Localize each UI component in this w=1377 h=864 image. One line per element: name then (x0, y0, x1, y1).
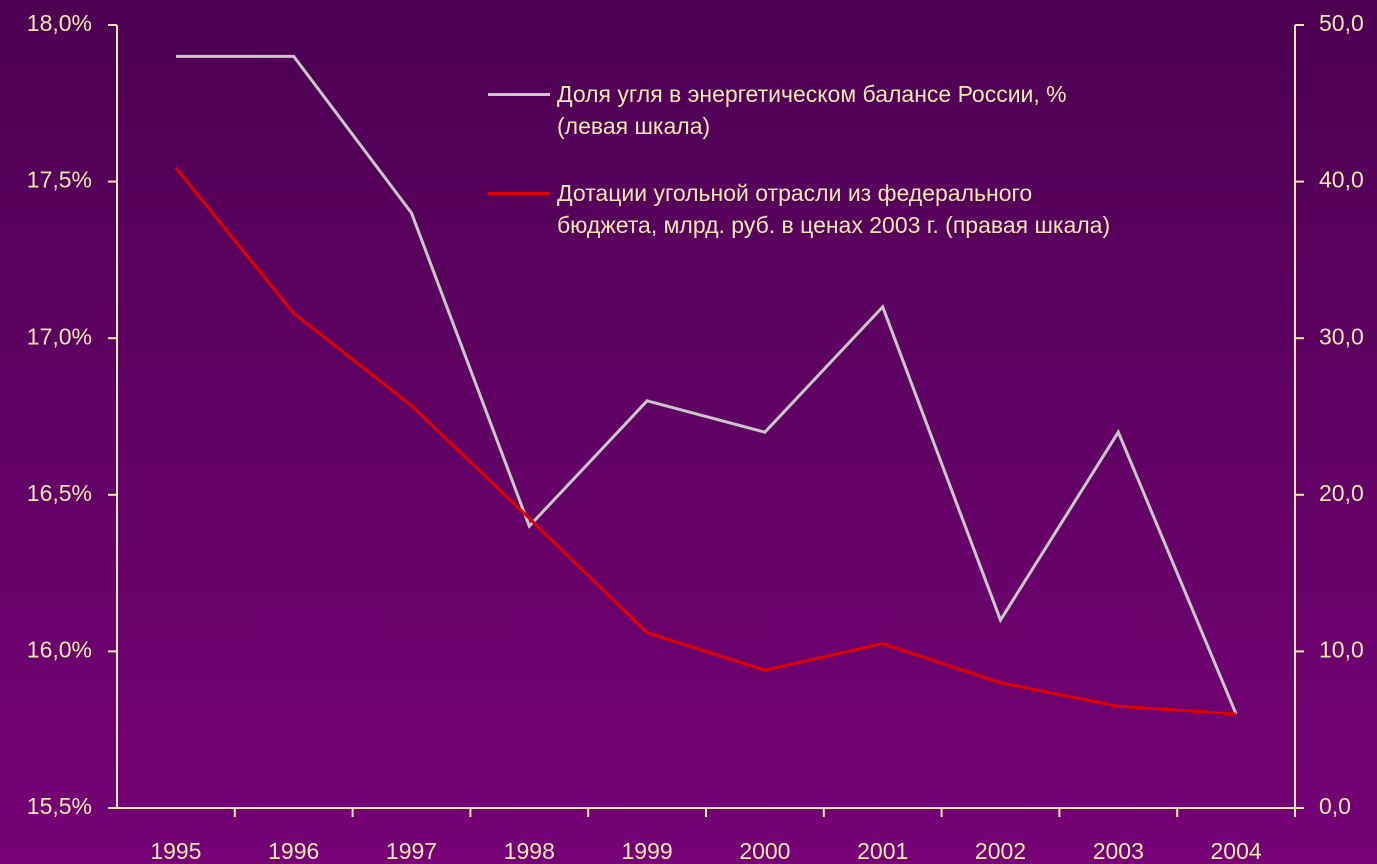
y-tick-label: 16,5% (27, 480, 92, 506)
x-tick-label: 1995 (150, 838, 201, 864)
y-tick-label: 15,5% (27, 793, 92, 819)
y-tick-label: 16,0% (27, 636, 92, 662)
y2-tick-label: 40,0 (1319, 167, 1364, 193)
y-tick-label: 17,0% (27, 323, 92, 349)
series-line (174, 166, 1237, 716)
y-tick-label: 18,0% (27, 10, 92, 36)
x-tick-label: 2002 (975, 838, 1026, 864)
x-tick-label: 2000 (739, 838, 790, 864)
legend-label: Доля угля в энергетическом балансе Росси… (557, 81, 1067, 139)
legend-label: Дотации угольной отрасли из федерального… (557, 180, 1111, 238)
legend-swatch (488, 93, 550, 96)
x-tick-label: 1996 (268, 838, 319, 864)
legend-item: Доля угля в энергетическом балансе Росси… (488, 78, 1067, 142)
y2-tick-label: 30,0 (1319, 323, 1364, 349)
x-tick-label: 1999 (622, 838, 673, 864)
y2-tick-label: 10,0 (1319, 636, 1364, 662)
y2-tick-label: 20,0 (1319, 480, 1364, 506)
legend-swatch (488, 192, 550, 195)
legend-item: Дотации угольной отрасли из федерального… (488, 177, 1110, 241)
x-tick-label: 2003 (1093, 838, 1144, 864)
series-line (175, 54, 1238, 715)
x-tick-label: 1998 (504, 838, 555, 864)
x-tick-label: 2001 (857, 838, 908, 864)
y2-tick-label: 50,0 (1319, 10, 1364, 36)
x-tick-label: 2004 (1211, 838, 1262, 864)
y-tick-label: 17,5% (27, 167, 92, 193)
x-tick-label: 1997 (386, 838, 437, 864)
y2-tick-label: 0,0 (1319, 793, 1351, 819)
